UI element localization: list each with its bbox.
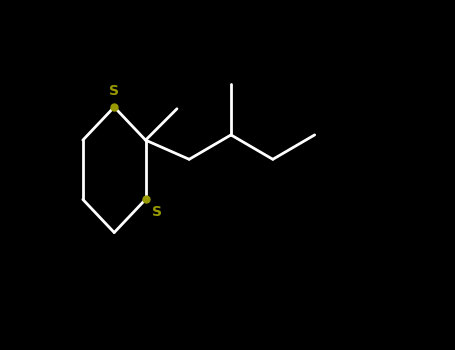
Text: S: S — [109, 84, 119, 98]
Text: S: S — [152, 205, 162, 219]
